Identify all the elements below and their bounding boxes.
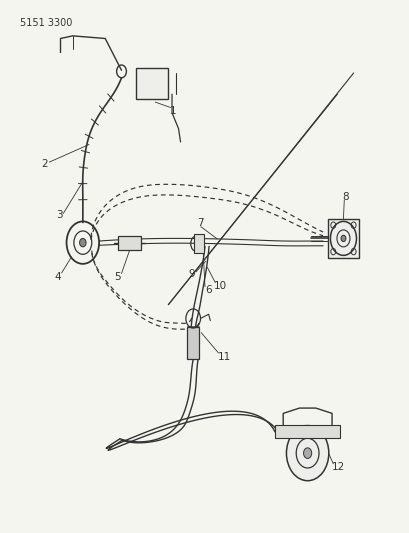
Text: 5: 5 xyxy=(114,272,121,282)
Bar xyxy=(274,425,339,438)
Circle shape xyxy=(303,448,311,458)
Text: 10: 10 xyxy=(213,281,227,291)
Text: 12: 12 xyxy=(331,462,344,472)
Circle shape xyxy=(79,238,86,247)
Text: 6: 6 xyxy=(204,285,211,295)
Text: 7: 7 xyxy=(196,218,203,228)
Text: 3: 3 xyxy=(56,210,63,220)
Bar xyxy=(193,234,204,253)
Text: 8: 8 xyxy=(342,191,348,201)
Bar xyxy=(327,219,358,259)
Bar xyxy=(118,236,141,250)
Text: 4: 4 xyxy=(54,272,61,281)
Text: 2: 2 xyxy=(42,159,48,168)
Text: 5151 3300: 5151 3300 xyxy=(20,18,72,28)
Bar xyxy=(135,68,168,100)
Text: 1: 1 xyxy=(169,106,176,116)
Text: 11: 11 xyxy=(218,352,231,361)
Circle shape xyxy=(286,425,328,481)
Text: 9: 9 xyxy=(188,270,195,279)
Bar xyxy=(187,327,199,359)
Circle shape xyxy=(340,235,345,241)
